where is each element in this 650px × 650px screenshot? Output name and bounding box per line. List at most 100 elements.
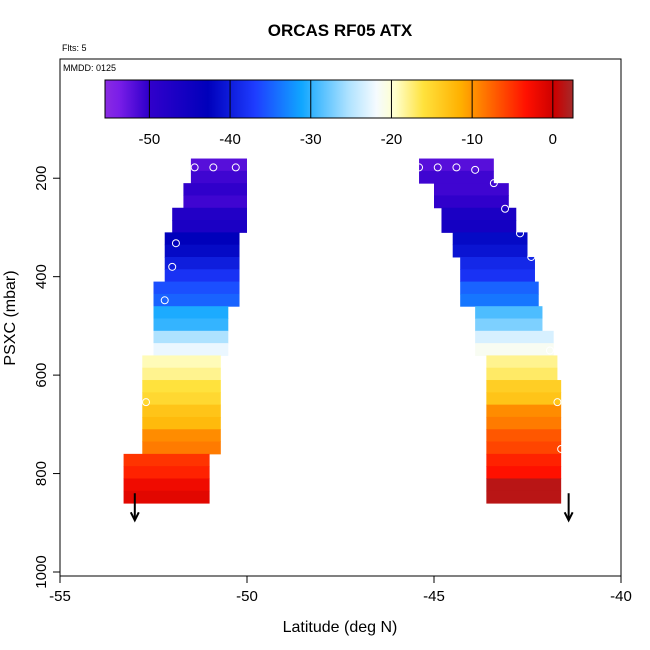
data-cell bbox=[153, 281, 240, 295]
data-cell bbox=[460, 256, 535, 270]
colorbar-ticks: -50 -40 -30 -20 -10 0 bbox=[139, 80, 557, 148]
colorbar: -50 -40 -30 -20 -10 0 bbox=[104, 79, 574, 148]
data-cell bbox=[460, 281, 539, 295]
data-cell bbox=[123, 490, 210, 504]
data-marker bbox=[545, 346, 554, 355]
data-marker bbox=[142, 398, 151, 407]
data-marker bbox=[190, 163, 199, 172]
data-cell bbox=[434, 195, 509, 209]
data-cell bbox=[164, 269, 240, 283]
colorbar-gradient bbox=[104, 79, 574, 119]
data-cell bbox=[452, 244, 528, 258]
data-cell bbox=[123, 478, 210, 492]
data-cell bbox=[419, 170, 494, 184]
colorbar-tick-label: -40 bbox=[219, 131, 241, 148]
data-marker bbox=[452, 163, 461, 172]
plot-frame bbox=[59, 58, 622, 577]
data-cell bbox=[486, 429, 562, 443]
data-marker bbox=[231, 163, 240, 172]
data-marker bbox=[433, 163, 442, 172]
data-cell bbox=[475, 306, 543, 320]
x-tick-label: -50 bbox=[236, 588, 258, 605]
data-cell bbox=[153, 318, 229, 332]
x-tick-label: -55 bbox=[49, 588, 71, 605]
data-cell bbox=[153, 343, 229, 356]
data-cell bbox=[123, 453, 210, 467]
y-tick-label: 800 bbox=[33, 461, 50, 486]
colorbar-tick-label: -10 bbox=[461, 131, 483, 148]
data-cell bbox=[153, 293, 240, 307]
data-cell bbox=[419, 158, 494, 172]
y-axis: 200 400 600 800 1000 bbox=[33, 166, 60, 589]
data-cell bbox=[486, 453, 562, 467]
data-cell bbox=[123, 466, 210, 479]
data-cell bbox=[190, 158, 247, 172]
data-markers bbox=[142, 163, 566, 453]
data-cell bbox=[172, 207, 247, 221]
data-cell bbox=[475, 318, 543, 332]
data-marker bbox=[516, 229, 525, 238]
data-cell bbox=[183, 195, 247, 209]
data-marker bbox=[415, 163, 424, 172]
direction-arrows bbox=[129, 493, 574, 523]
y-tick-label: 400 bbox=[33, 264, 50, 289]
data-cell bbox=[142, 416, 221, 430]
data-cell bbox=[441, 220, 517, 233]
data-cell bbox=[153, 330, 229, 344]
x-axis: -55 -50 -45 -40 bbox=[49, 576, 632, 605]
x-tick-label: -40 bbox=[610, 588, 632, 605]
data-marker bbox=[471, 165, 480, 174]
x-tick-label: -45 bbox=[423, 588, 445, 605]
x-axis-label: Latitude (deg N) bbox=[283, 619, 398, 636]
data-cell bbox=[142, 429, 221, 443]
data-marker bbox=[171, 239, 180, 248]
data-marker bbox=[557, 444, 566, 453]
down-arrow bbox=[129, 493, 140, 523]
data-cell bbox=[486, 367, 558, 381]
data-cell bbox=[475, 343, 554, 356]
data-cell bbox=[142, 380, 221, 393]
data-cell bbox=[486, 404, 562, 418]
data-cell bbox=[486, 355, 558, 369]
data-cell bbox=[183, 183, 247, 196]
data-cell bbox=[486, 490, 562, 504]
data-marker bbox=[489, 179, 498, 188]
data-cell bbox=[460, 269, 535, 283]
data-cell bbox=[190, 170, 247, 184]
data-marker bbox=[527, 252, 536, 261]
data-cell bbox=[441, 207, 517, 221]
y-axis-label: PSXC (mbar) bbox=[2, 270, 19, 365]
data-cell bbox=[142, 367, 221, 381]
y-tick-label: 1000 bbox=[33, 555, 50, 588]
data-cell bbox=[486, 478, 562, 492]
data-cell bbox=[164, 232, 240, 246]
data-cell bbox=[164, 244, 240, 258]
data-cells bbox=[123, 158, 562, 504]
y-tick-label: 200 bbox=[33, 166, 50, 191]
data-cell bbox=[172, 220, 247, 233]
colorbar-tick-label: -30 bbox=[300, 131, 322, 148]
colorbar-tick-label: -50 bbox=[139, 131, 161, 148]
data-cell bbox=[452, 232, 528, 246]
data-cell bbox=[164, 256, 240, 270]
data-cell bbox=[475, 330, 554, 344]
y-tick-label: 600 bbox=[33, 363, 50, 388]
down-arrow bbox=[563, 493, 574, 523]
data-cell bbox=[486, 380, 562, 393]
data-marker bbox=[209, 163, 218, 172]
data-cell bbox=[142, 392, 221, 406]
data-cell bbox=[486, 416, 562, 430]
chart-title: ORCAS RF05 ATX bbox=[268, 21, 413, 40]
colorbar-tick-label: 0 bbox=[549, 131, 557, 148]
mmdd-label: MMDD: 0125 bbox=[63, 63, 116, 73]
colorbar-tick-label: -20 bbox=[381, 131, 403, 148]
data-cell bbox=[434, 183, 509, 196]
data-cell bbox=[142, 355, 221, 369]
data-cell bbox=[142, 404, 221, 418]
data-marker bbox=[168, 262, 177, 271]
data-cell bbox=[486, 441, 562, 455]
data-cell bbox=[460, 293, 539, 307]
flights-label: Flts: 5 bbox=[62, 43, 87, 53]
data-cell bbox=[486, 392, 562, 406]
